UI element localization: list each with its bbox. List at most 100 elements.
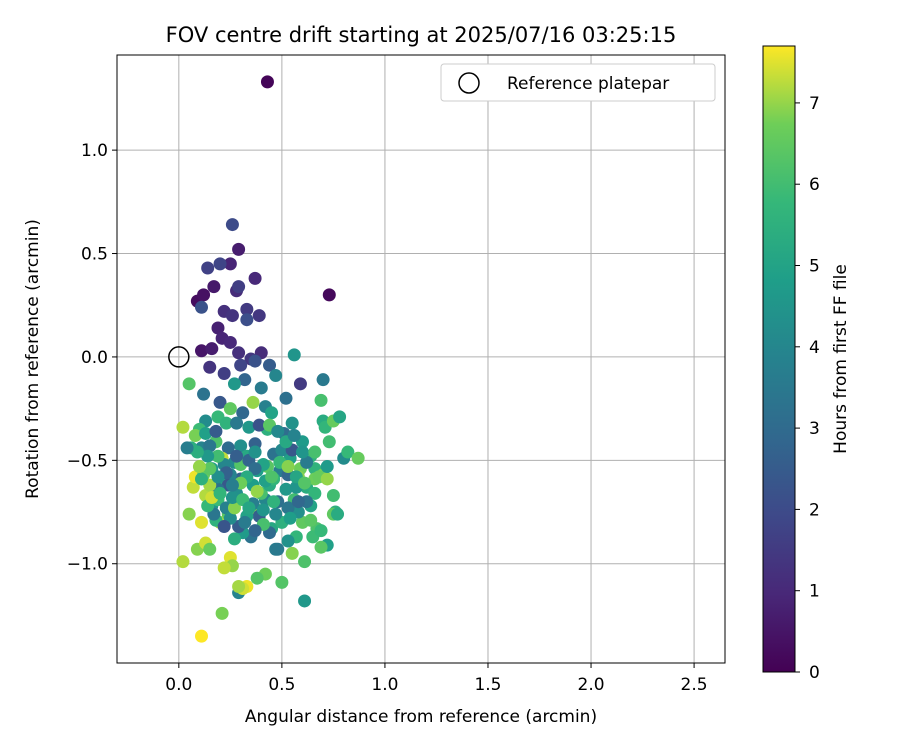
colorbar-tick-label: 4: [809, 338, 820, 358]
data-point: [225, 218, 239, 232]
data-point: [250, 484, 264, 498]
x-axis-ticks: 0.0 0.5 1.0 1.5 2.0 2.5: [165, 663, 708, 695]
data-point: [238, 373, 252, 387]
data-point: [242, 501, 256, 515]
data-point: [217, 366, 231, 380]
data-point: [213, 486, 227, 500]
data-point: [203, 360, 217, 374]
data-point: [182, 377, 196, 391]
data-point: [250, 571, 264, 585]
data-point: [190, 445, 204, 459]
data-point: [298, 555, 312, 569]
data-point: [271, 424, 285, 438]
colorbar-tick-label: 3: [809, 419, 820, 439]
data-point: [176, 420, 190, 434]
data-point: [232, 346, 246, 360]
data-point: [308, 486, 322, 500]
data-point: [180, 441, 194, 455]
colorbar-label: Hours from first FF file: [831, 264, 851, 454]
colorbar-ticks: 0 1 2 3 4 5 6 7: [795, 94, 820, 683]
data-point: [285, 416, 299, 430]
data-point: [252, 309, 266, 323]
data-point: [217, 520, 231, 534]
data-point: [331, 507, 345, 521]
data-point: [322, 435, 336, 449]
data-point: [265, 406, 279, 420]
data-point: [195, 300, 209, 314]
data-point: [281, 501, 295, 515]
data-point: [314, 393, 328, 407]
data-point: [238, 515, 252, 529]
data-point: [298, 594, 312, 608]
x-tick-label: 2.0: [578, 675, 605, 695]
data-point: [227, 501, 241, 515]
data-point: [186, 480, 200, 494]
data-point: [322, 288, 336, 302]
data-point: [213, 257, 227, 271]
data-point: [176, 555, 190, 569]
data-point: [263, 358, 277, 372]
colorbar: 0 1 2 3 4 5 6 7 Hours from first FF file: [762, 45, 851, 683]
y-tick-label: 0.5: [81, 245, 108, 265]
data-point: [281, 534, 295, 548]
data-point: [213, 395, 227, 409]
data-point: [314, 524, 328, 538]
data-point: [298, 476, 312, 490]
data-point: [205, 342, 219, 356]
data-point: [203, 462, 217, 476]
reference-marker: [168, 346, 190, 368]
data-point: [293, 377, 307, 391]
data-point: [219, 416, 233, 430]
plot-frame: [116, 54, 726, 664]
data-point: [203, 439, 217, 453]
data-point: [256, 503, 270, 517]
y-tick-label: 1.0: [81, 141, 108, 161]
data-points: [176, 75, 365, 643]
data-point: [223, 335, 237, 349]
data-point: [333, 410, 347, 424]
data-point: [351, 451, 365, 465]
colorbar-tick-label: 0: [809, 663, 820, 683]
data-point: [221, 441, 235, 455]
y-tick-label: −0.5: [67, 451, 108, 471]
x-axis-label: Angular distance from reference (arcmin): [245, 707, 597, 727]
data-point: [195, 344, 209, 358]
data-point: [217, 561, 231, 575]
data-point: [260, 75, 274, 89]
y-axis-ticks: −1.0 −0.5 0.0 0.5 1.0: [67, 141, 117, 575]
data-point: [326, 488, 340, 502]
x-tick-label: 2.5: [681, 675, 708, 695]
data-point: [195, 629, 209, 643]
data-point: [211, 470, 225, 484]
data-point: [314, 540, 328, 554]
data-point: [197, 387, 211, 401]
data-point: [215, 606, 229, 620]
x-tick-label: 0.0: [165, 675, 192, 695]
data-point: [283, 511, 297, 525]
colorbar-tick-label: 7: [809, 94, 820, 114]
data-point: [248, 462, 262, 476]
data-point: [201, 261, 215, 275]
data-point: [227, 532, 241, 546]
data-point: [211, 321, 225, 335]
data-point: [199, 426, 213, 440]
data-point: [304, 513, 318, 527]
colorbar-tick-label: 2: [809, 500, 820, 520]
chart-title: FOV centre drift starting at 2025/07/16 …: [166, 23, 677, 47]
colorbar-gradient: [762, 45, 796, 673]
data-point: [230, 416, 244, 430]
legend-marker-icon: [458, 72, 480, 94]
legend-box: [440, 63, 716, 102]
data-point: [287, 348, 301, 362]
data-point: [269, 507, 283, 521]
data-point: [188, 429, 202, 443]
data-point: [182, 507, 196, 521]
data-point: [265, 470, 279, 484]
data-point: [234, 358, 248, 372]
data-point: [236, 406, 250, 420]
data-point: [225, 478, 239, 492]
grid-lines: [117, 55, 725, 663]
data-point: [271, 542, 285, 556]
data-point: [275, 575, 289, 589]
